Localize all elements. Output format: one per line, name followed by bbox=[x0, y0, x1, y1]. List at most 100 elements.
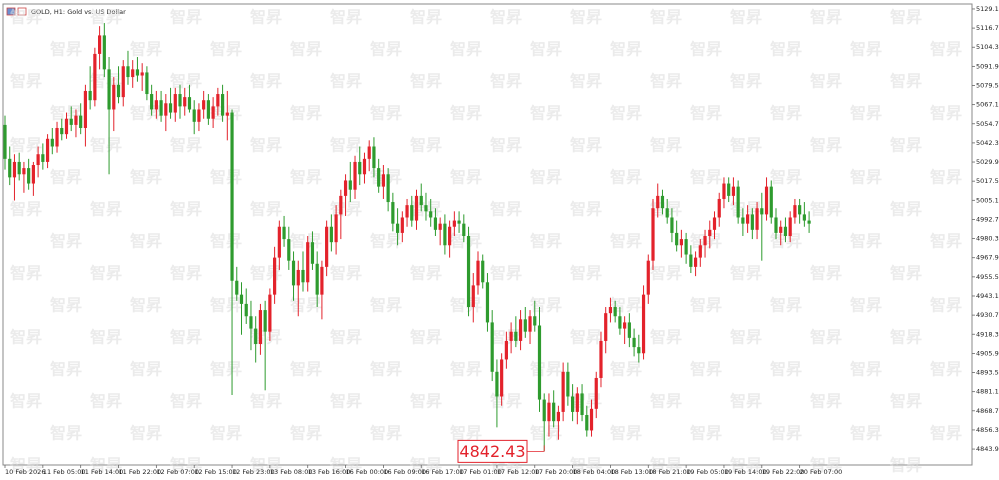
watermark: 智昇 bbox=[370, 424, 402, 443]
watermark: 智昇 bbox=[810, 328, 842, 347]
watermark: 智昇 bbox=[450, 296, 482, 315]
candle-body bbox=[414, 195, 419, 221]
candle-body bbox=[239, 294, 244, 304]
watermark: 智昇 bbox=[890, 328, 922, 347]
x-tick-label: 19 Feb 05:00 bbox=[686, 468, 729, 476]
watermark: 智昇 bbox=[250, 392, 282, 411]
watermark: 智昇 bbox=[250, 328, 282, 347]
candle-body bbox=[509, 331, 513, 341]
candle-body bbox=[93, 53, 97, 101]
candle-body bbox=[457, 220, 461, 224]
x-tick-label: 18 Feb 21:00 bbox=[648, 468, 691, 476]
watermark: 智昇 bbox=[930, 296, 962, 315]
candle-body bbox=[320, 266, 324, 295]
candle-body bbox=[741, 217, 745, 224]
watermark: 智昇 bbox=[770, 296, 802, 315]
watermark: 智昇 bbox=[690, 104, 722, 123]
candle-body bbox=[230, 112, 234, 281]
watermark: 智昇 bbox=[530, 40, 562, 59]
candle-body bbox=[623, 322, 627, 329]
watermark: 智昇 bbox=[650, 264, 682, 283]
candle-body bbox=[83, 90, 88, 128]
candle-body bbox=[703, 236, 707, 246]
watermark: 智昇 bbox=[50, 232, 82, 251]
candle-body bbox=[325, 226, 329, 267]
watermark: 智昇 bbox=[330, 328, 362, 347]
y-tick-label: 5005.13 bbox=[976, 196, 999, 204]
candle-body bbox=[31, 165, 35, 184]
y-tick-label: 4918.33 bbox=[976, 330, 999, 338]
watermark: 智昇 bbox=[250, 200, 282, 219]
icon bbox=[17, 7, 27, 16]
watermark: 智昇 bbox=[810, 456, 842, 475]
symbol-icons bbox=[6, 7, 27, 16]
candle-body bbox=[684, 239, 688, 255]
x-tick-label: 17 Feb 20:00 bbox=[535, 468, 578, 476]
candle-body bbox=[3, 124, 7, 159]
watermark: 智昇 bbox=[50, 360, 82, 379]
watermark: 智昇 bbox=[210, 424, 242, 443]
watermark: 智昇 bbox=[490, 264, 522, 283]
candle-body bbox=[693, 257, 698, 267]
watermark: 智昇 bbox=[170, 264, 202, 283]
watermark: 智昇 bbox=[730, 392, 762, 411]
watermark: 智昇 bbox=[130, 424, 162, 443]
watermark: 智昇 bbox=[610, 168, 642, 187]
candle-body bbox=[750, 214, 754, 230]
candle-body bbox=[187, 97, 192, 110]
candle-body bbox=[381, 174, 385, 187]
watermark: 智昇 bbox=[450, 168, 482, 187]
watermark: 智昇 bbox=[930, 232, 962, 251]
x-tick-label: 20 Feb 07:00 bbox=[800, 468, 843, 476]
watermark: 智昇 bbox=[290, 40, 322, 59]
watermark: 智昇 bbox=[650, 136, 682, 155]
x-tick-label: 18 Feb 13:00 bbox=[610, 468, 653, 476]
candle-body bbox=[471, 285, 475, 307]
watermark: 智昇 bbox=[770, 168, 802, 187]
watermark: 智昇 bbox=[250, 456, 282, 475]
watermark: 智昇 bbox=[10, 72, 42, 91]
y-tick-label: 4881.13 bbox=[976, 388, 999, 396]
candle-body bbox=[273, 257, 277, 295]
candle-body bbox=[45, 138, 50, 162]
x-tick-label: 11 Feb 14:00 bbox=[81, 468, 124, 476]
candle-body bbox=[462, 223, 466, 237]
watermark: 智昇 bbox=[370, 360, 402, 379]
x-tick-label: 13 Feb 16:00 bbox=[308, 468, 351, 476]
candle-body bbox=[372, 146, 376, 169]
watermark: 智昇 bbox=[610, 424, 642, 443]
candle-body bbox=[547, 402, 551, 422]
watermark: 智昇 bbox=[330, 264, 362, 283]
watermark: 智昇 bbox=[50, 40, 82, 59]
candle-body bbox=[315, 263, 319, 295]
watermark: 智昇 bbox=[90, 200, 122, 219]
watermark: 智昇 bbox=[850, 296, 882, 315]
watermark: 智昇 bbox=[570, 456, 602, 475]
candle-body bbox=[150, 94, 154, 110]
candle-body bbox=[27, 168, 31, 184]
watermark: 智昇 bbox=[410, 328, 442, 347]
x-tick-label: 12 Feb 15:00 bbox=[194, 468, 237, 476]
candle-body bbox=[131, 69, 135, 78]
candle-body bbox=[197, 109, 201, 122]
candle-body bbox=[556, 411, 561, 422]
y-tick-label: 4843.93 bbox=[976, 445, 999, 453]
candle-body bbox=[391, 202, 395, 224]
watermark: 智昇 bbox=[610, 360, 642, 379]
y-tick-label: 4905.93 bbox=[976, 349, 999, 357]
watermark: 智昇 bbox=[490, 8, 522, 27]
candle-body bbox=[329, 226, 333, 243]
candle-body bbox=[476, 260, 480, 286]
watermark: 智昇 bbox=[170, 392, 202, 411]
y-tick-label: 4868.73 bbox=[976, 407, 999, 415]
candle-body bbox=[594, 377, 598, 409]
candle-body bbox=[533, 316, 537, 326]
candle-body bbox=[211, 106, 215, 119]
candle-body bbox=[660, 195, 665, 209]
y-tick-label: 4930.73 bbox=[976, 311, 999, 319]
watermark: 智昇 bbox=[370, 168, 402, 187]
watermark: 智昇 bbox=[370, 296, 402, 315]
y-tick-label: 5029.93 bbox=[976, 158, 999, 166]
watermark: 智昇 bbox=[890, 456, 922, 475]
candle-body bbox=[599, 340, 603, 378]
